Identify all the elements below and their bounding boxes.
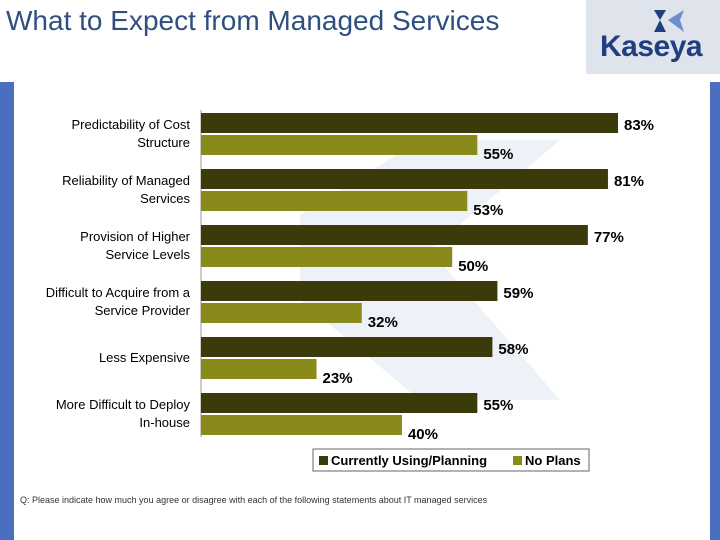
- right-accent-band: [710, 82, 720, 540]
- footnote: Q: Please indicate how much you agree or…: [20, 495, 488, 505]
- bar-noplans: [201, 415, 402, 435]
- data-label: 83%: [624, 117, 654, 134]
- bar-current: [201, 113, 618, 133]
- kaseya-logo-text: Kaseya: [600, 30, 703, 63]
- bar-noplans: [201, 247, 453, 267]
- data-label: 59%: [503, 285, 533, 302]
- category-label: Reliability of Managed Services: [62, 173, 190, 206]
- bar-current: [201, 337, 493, 357]
- bar-current: [201, 393, 478, 413]
- left-accent-band: [0, 82, 14, 540]
- data-label: 50%: [458, 258, 488, 275]
- legend-label: No Plans: [525, 453, 581, 468]
- data-label: 77%: [594, 229, 624, 246]
- bar-noplans: [201, 191, 468, 211]
- bar-noplans: [201, 303, 362, 323]
- bar-noplans: [201, 135, 478, 155]
- bar-current: [201, 225, 588, 245]
- data-label: 55%: [483, 397, 513, 414]
- legend-box: [312, 448, 590, 472]
- category-label: Predictability of Cost Structure: [72, 117, 191, 150]
- legend-swatch: [513, 456, 522, 465]
- category-label: Less Expensive: [99, 350, 190, 365]
- category-label: Provision of Higher Service Levels: [80, 229, 190, 262]
- legend-swatch: [319, 456, 328, 465]
- slide-title: What to Expect from Managed Services: [6, 5, 500, 36]
- data-label: 81%: [614, 173, 644, 190]
- bar-current: [201, 281, 498, 301]
- legend-label: Currently Using/Planning: [331, 453, 487, 468]
- bar-current: [201, 169, 608, 189]
- data-label: 32%: [368, 314, 398, 331]
- data-label: 53%: [473, 202, 503, 219]
- data-label: 23%: [323, 370, 353, 387]
- bar-noplans: [201, 359, 317, 379]
- data-label: 58%: [498, 341, 528, 358]
- data-label: 40%: [408, 426, 438, 443]
- data-label: 55%: [483, 146, 513, 163]
- category-label: More Difficult to Deploy In-house: [56, 397, 191, 430]
- category-label: Difficult to Acquire from a Service Provi…: [46, 285, 191, 318]
- kaseya-logo-mark-icon: [654, 10, 684, 32]
- logo-box: [586, 0, 720, 74]
